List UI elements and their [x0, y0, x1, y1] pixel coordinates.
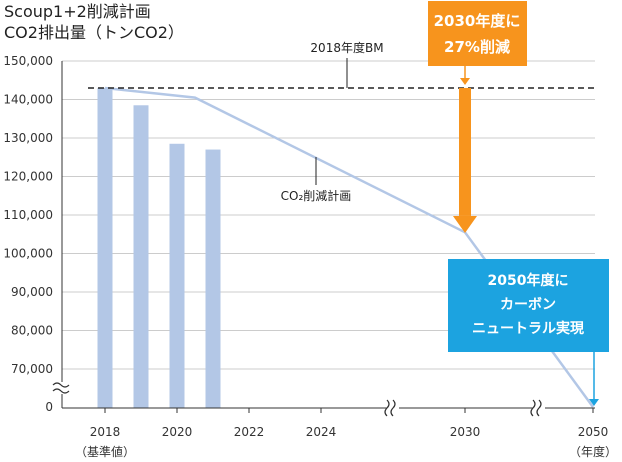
x-tick-label: 2030 [450, 425, 481, 439]
x-tick-label: 2022 [234, 425, 265, 439]
bar [97, 87, 113, 408]
reduction-arrow-head [453, 215, 477, 233]
tick-labels: 150,000 140,000 130,000 120,000 110,000 100,0… [3, 54, 617, 459]
axis-break-mask [53, 382, 71, 394]
baseline-label: 2018年度BM [310, 40, 383, 55]
y-tick-label: 150,000 [3, 54, 53, 68]
y-tick-label: 80,000 [11, 324, 53, 338]
axes [52, 61, 595, 417]
callout-2050-line-2: カーボン [500, 297, 556, 313]
y-tick-label: 140,000 [3, 93, 53, 107]
x-tick-sublabel: （年度） [569, 444, 617, 459]
bars [97, 87, 221, 409]
y-tick-label: 120,000 [3, 170, 53, 184]
axis-break-mark [390, 399, 396, 417]
callout-2030-line-2: 27%削減 [444, 38, 510, 56]
chart-title-line-1: Scoup1+2削減計画 [4, 2, 151, 21]
plan-line-label: CO₂削減計画 [281, 188, 352, 203]
callout-2030-pointer-head [460, 78, 470, 85]
x-tick-label: 2018 [90, 425, 121, 439]
x-tick-sublabel: （基準値） [75, 444, 135, 459]
y-tick-label: 70,000 [11, 362, 53, 376]
callout-2050-box [448, 259, 609, 352]
axis-break-mark [52, 382, 70, 388]
y-tick-label: 0 [45, 400, 53, 414]
y-tick-label: 110,000 [3, 208, 53, 222]
callout-2050-pointer-head [589, 399, 599, 406]
x-tick-label: 2020 [162, 425, 193, 439]
y-tick-label: 130,000 [3, 131, 53, 145]
x-tick-label: 2024 [306, 425, 337, 439]
callout-2030-box [428, 1, 527, 66]
bar [133, 105, 149, 409]
y-tick-label: 100,000 [3, 247, 53, 261]
bar [205, 149, 221, 409]
axis-break-mark [536, 399, 542, 417]
callout-2050-line-1: 2050年度に [488, 272, 569, 289]
callout-2050: 2050年度に カーボン ニュートラル実現 [448, 259, 609, 406]
callout-2050-line-3: ニュートラル実現 [472, 320, 584, 337]
axis-break-mark [384, 399, 390, 417]
callout-2030-line-1: 2030年度に [434, 12, 521, 30]
y-tick-label: 90,000 [11, 285, 53, 299]
bar [169, 143, 185, 408]
reduction-arrow-shaft [459, 87, 471, 216]
x-tick-label: 2050 [578, 425, 609, 439]
axis-break-mark [52, 388, 70, 394]
chart-title-line-2: CO2排出量（トンCO2） [4, 23, 184, 42]
gridlines [62, 60, 595, 370]
axis-break-mark [530, 399, 536, 417]
callout-2030: 2030年度に 27%削減 [428, 1, 527, 233]
